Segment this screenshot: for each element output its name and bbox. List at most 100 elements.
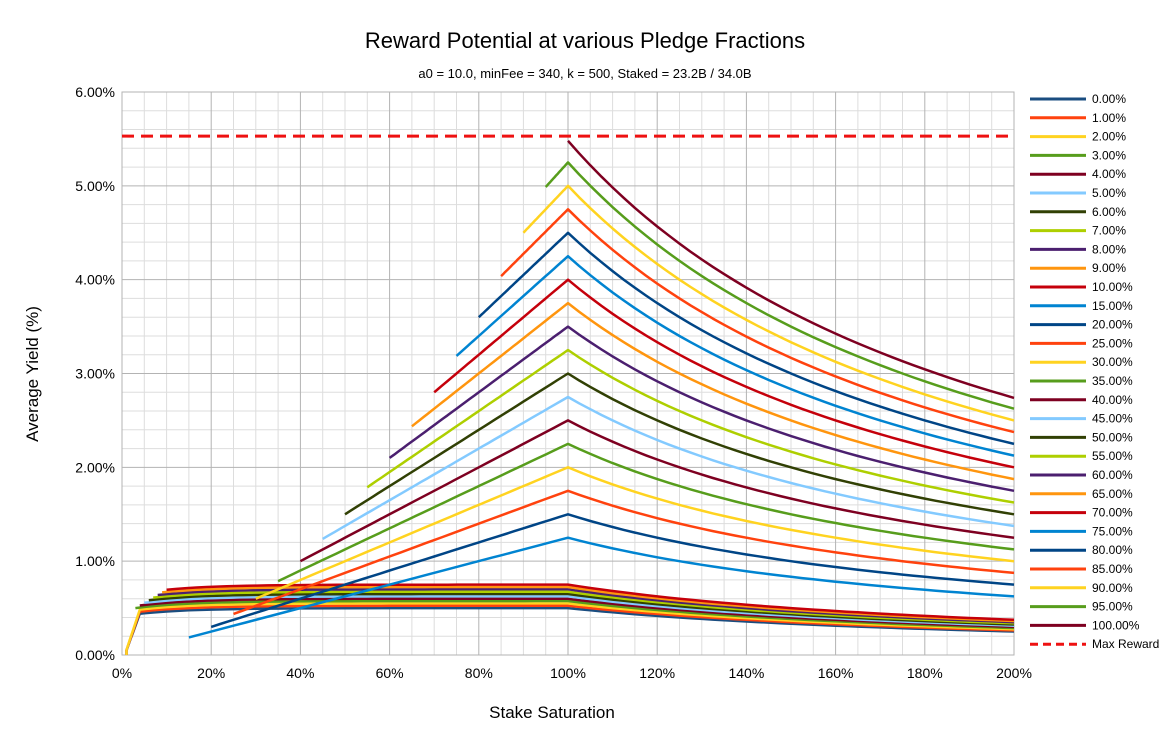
legend-item: 2.00%: [1030, 130, 1126, 144]
x-tick-label: 120%: [639, 665, 675, 681]
legend-label: 4.00%: [1092, 167, 1126, 181]
legend-item: 70.00%: [1030, 506, 1133, 520]
legend-item: 65.00%: [1030, 487, 1133, 501]
legend-label: 65.00%: [1092, 487, 1133, 501]
series-line-4.00%: [139, 597, 1015, 629]
legend-label: Max Reward: [1092, 637, 1159, 651]
legend-label: 5.00%: [1092, 186, 1126, 200]
x-tick-label: 140%: [728, 665, 764, 681]
legend-item: 100.00%: [1030, 618, 1140, 632]
x-tick-label: 180%: [907, 665, 943, 681]
series-line-15.00%: [188, 536, 1015, 639]
legend: 0.00% 1.00% 2.00% 3.00% 4.00% 5.00% 6.00% 7.00%…: [1030, 92, 1159, 651]
series-line-50.00%: [344, 372, 1015, 516]
legend-item: 75.00%: [1030, 524, 1133, 538]
x-tick-label: 200%: [996, 665, 1032, 681]
legend-item: 10.00%: [1030, 280, 1133, 294]
axis-ticks: 0% 20% 40% 60% 80% 100% 120% 140% 160% 180% 200% 0.…: [75, 84, 1032, 681]
legend-label: 100.00%: [1092, 618, 1140, 632]
x-tick-label: 20%: [197, 665, 225, 681]
legend-label: 70.00%: [1092, 506, 1133, 520]
chart-title: Reward Potential at various Pledge Fract…: [365, 28, 805, 53]
legend-label: 0.00%: [1092, 92, 1126, 106]
legend-label: 2.00%: [1092, 130, 1126, 144]
legend-item: 6.00%: [1030, 205, 1126, 219]
legend-label: 6.00%: [1092, 205, 1126, 219]
y-tick-label: 4.00%: [75, 272, 115, 288]
legend-item: 55.00%: [1030, 449, 1133, 463]
legend-item: 90.00%: [1030, 581, 1133, 595]
series-line-95.00%: [544, 161, 1015, 410]
legend-item: 7.00%: [1030, 224, 1126, 238]
x-tick-label: 0%: [112, 665, 132, 681]
legend-label: 55.00%: [1092, 449, 1133, 463]
y-tick-label: 6.00%: [75, 84, 115, 100]
series-line-55.00%: [366, 348, 1015, 504]
chart-subtitle: a0 = 10.0, minFee = 340, k = 500, Staked…: [418, 66, 751, 81]
legend-label: 7.00%: [1092, 224, 1126, 238]
legend-item: 8.00%: [1030, 242, 1126, 256]
legend-label: 60.00%: [1092, 468, 1133, 482]
legend-label: 8.00%: [1092, 242, 1126, 256]
legend-label: 95.00%: [1092, 600, 1133, 614]
series-line-20.00%: [210, 513, 1015, 629]
x-tick-label: 100%: [550, 665, 586, 681]
series-line-40.00%: [299, 419, 1015, 563]
legend-item: 50.00%: [1030, 430, 1133, 444]
series-line-10.00%: [166, 583, 1015, 622]
y-tick-label: 2.00%: [75, 459, 115, 475]
series-line-0.00%: [125, 606, 1015, 655]
legend-item: 30.00%: [1030, 355, 1133, 369]
series-line-45.00%: [322, 395, 1015, 540]
series-line-60.00%: [388, 325, 1015, 493]
y-tick-label: 3.00%: [75, 366, 115, 382]
y-axis-label: Average Yield (%): [23, 306, 42, 442]
legend-item: 15.00%: [1030, 299, 1133, 313]
legend-item: 40.00%: [1030, 393, 1133, 407]
x-tick-label: 160%: [818, 665, 854, 681]
series-line-8.00%: [157, 588, 1015, 624]
legend-item: 3.00%: [1030, 148, 1126, 162]
legend-label: 15.00%: [1092, 299, 1133, 313]
legend-item: 9.00%: [1030, 261, 1126, 275]
series-line-2.00%: [125, 602, 1015, 655]
series-layer: [125, 139, 1015, 655]
series-line-90.00%: [522, 184, 1015, 422]
legend-item: 80.00%: [1030, 543, 1133, 557]
legend-label: 85.00%: [1092, 562, 1133, 576]
legend-label: 25.00%: [1092, 336, 1133, 350]
series-line-9.00%: [161, 585, 1015, 623]
legend-label: 40.00%: [1092, 393, 1133, 407]
series-line-100.00%: [567, 139, 1015, 400]
legend-label: 30.00%: [1092, 355, 1133, 369]
series-line-25.00%: [233, 489, 1015, 616]
legend-item: 60.00%: [1030, 468, 1133, 482]
legend-item: 1.00%: [1030, 111, 1126, 125]
legend-label: 50.00%: [1092, 430, 1133, 444]
legend-item: 85.00%: [1030, 562, 1133, 576]
legend-item: 95.00%: [1030, 600, 1133, 614]
x-tick-label: 80%: [465, 665, 493, 681]
legend-label: 35.00%: [1092, 374, 1133, 388]
series-line-85.00%: [500, 208, 1015, 434]
legend-label: 75.00%: [1092, 524, 1133, 538]
x-tick-label: 40%: [286, 665, 314, 681]
y-tick-label: 1.00%: [75, 553, 115, 569]
legend-label: 20.00%: [1092, 318, 1133, 332]
legend-item: 4.00%: [1030, 167, 1126, 181]
legend-item: 20.00%: [1030, 318, 1133, 332]
legend-label: 80.00%: [1092, 543, 1133, 557]
legend-label: 3.00%: [1092, 148, 1126, 162]
legend-item: 35.00%: [1030, 374, 1133, 388]
series-line-1.00%: [125, 604, 1015, 655]
legend-label: 9.00%: [1092, 261, 1126, 275]
series-line-70.00%: [433, 278, 1015, 469]
series-line-35.00%: [277, 442, 1015, 583]
x-axis-label: Stake Saturation: [489, 703, 615, 722]
series-line-5.00%: [144, 595, 1015, 627]
legend-item: 0.00%: [1030, 92, 1126, 106]
y-tick-label: 0.00%: [75, 647, 115, 663]
y-tick-label: 5.00%: [75, 178, 115, 194]
legend-label: 90.00%: [1092, 581, 1133, 595]
legend-item: 25.00%: [1030, 336, 1133, 350]
